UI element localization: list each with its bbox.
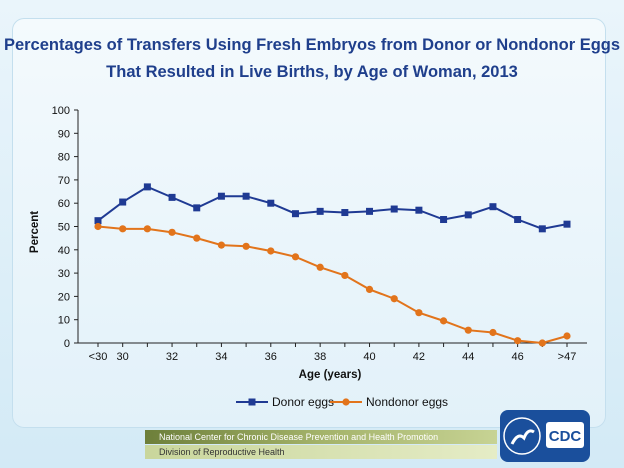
y-tick-label: 60 <box>58 198 70 210</box>
data-point <box>514 216 522 224</box>
series-lines <box>97 185 568 345</box>
data-point <box>267 199 275 207</box>
data-point <box>119 198 127 206</box>
data-point <box>143 225 151 233</box>
cdc-logo-box <box>546 422 584 448</box>
data-point <box>316 263 324 271</box>
data-point <box>341 209 349 217</box>
data-point <box>217 192 225 200</box>
data-point <box>242 192 250 200</box>
y-tick-label: 40 <box>58 245 70 257</box>
y-tick-label: 30 <box>58 268 70 280</box>
y-tick-label: 80 <box>58 152 70 164</box>
data-point <box>193 204 201 212</box>
hhs-eagle-icon <box>510 429 535 445</box>
chart-title: Percentages of Transfers Using Fresh Emb… <box>3 36 621 54</box>
data-point <box>464 326 472 334</box>
data-point <box>538 339 546 347</box>
x-tick-label: 44 <box>462 351 474 363</box>
y-tick-label: 0 <box>64 338 70 350</box>
footer-division-name: Division of Reproductive Health <box>145 445 497 459</box>
legend-swatch-marker <box>342 398 350 406</box>
y-axis-label: Percent <box>29 211 41 253</box>
data-point <box>242 242 250 250</box>
series-markers <box>94 183 571 347</box>
y-tick-label: 90 <box>58 128 70 140</box>
legend-label: Donor eggs <box>272 395 334 409</box>
y-tick-label: 10 <box>58 315 70 327</box>
data-point <box>390 295 398 303</box>
data-point <box>193 234 201 242</box>
data-point <box>464 211 472 219</box>
legend-swatch-marker <box>248 398 256 406</box>
legend-label: Nondonor eggs <box>366 395 448 409</box>
legend: Donor eggs Nondonor eggs <box>236 395 448 409</box>
cdc-logo-text: CDC <box>549 428 582 445</box>
data-point <box>415 309 423 317</box>
y-tick-label: 100 <box>52 105 70 117</box>
data-point <box>365 285 374 294</box>
data-point <box>267 247 275 255</box>
footer: National Center for Chronic Disease Prev… <box>145 428 497 460</box>
x-tick-label: 36 <box>265 351 277 363</box>
axes <box>77 110 587 344</box>
data-point <box>119 225 127 233</box>
data-point <box>291 210 299 218</box>
x-tick-label: 40 <box>363 351 375 363</box>
x-tick-label: 30 <box>117 351 129 363</box>
x-tick-label: <30 <box>89 351 108 363</box>
series-line-donor-eggs <box>97 185 568 230</box>
data-point <box>316 207 324 215</box>
hhs-cdc-logo: CDC <box>500 410 590 462</box>
x-tick-label: 34 <box>215 351 227 363</box>
x-ticks: <30 30 32 34 36 38 40 42 44 46 >47 <box>89 343 577 363</box>
data-point <box>415 206 423 214</box>
x-tick-label: 32 <box>166 351 178 363</box>
chart-title-line2: That Resulted in Live Births, by Age of … <box>106 63 518 81</box>
x-tick-label: 38 <box>314 351 326 363</box>
hhs-seal-icon <box>503 417 541 455</box>
data-point <box>143 183 151 191</box>
data-point <box>538 225 546 233</box>
y-tick-label: 20 <box>58 291 70 303</box>
data-point <box>168 228 176 236</box>
data-point <box>489 328 497 337</box>
x-tick-label: 46 <box>512 351 524 363</box>
data-point <box>168 193 176 201</box>
data-point <box>341 271 349 280</box>
data-point <box>390 205 398 213</box>
data-point <box>94 222 102 231</box>
series-line-nondonor-eggs <box>97 225 568 345</box>
data-point <box>514 337 522 345</box>
footer-center-name: National Center for Chronic Disease Prev… <box>145 430 497 444</box>
x-tick-label: 42 <box>413 351 425 363</box>
data-point <box>291 253 300 261</box>
y-tick-label: 70 <box>58 175 70 187</box>
y-ticks: 0 10 20 30 40 50 60 70 80 90 100 <box>52 105 78 350</box>
data-point <box>489 203 497 211</box>
data-point <box>440 216 448 224</box>
data-point <box>217 241 226 249</box>
data-point <box>563 220 571 228</box>
data-point <box>94 217 102 225</box>
x-tick-label: >47 <box>558 351 577 363</box>
data-point <box>439 317 448 325</box>
data-point <box>563 332 571 340</box>
chart-panel <box>12 18 606 428</box>
data-point <box>366 207 374 215</box>
x-axis-label: Age (years) <box>299 369 362 381</box>
y-tick-label: 50 <box>58 222 70 234</box>
